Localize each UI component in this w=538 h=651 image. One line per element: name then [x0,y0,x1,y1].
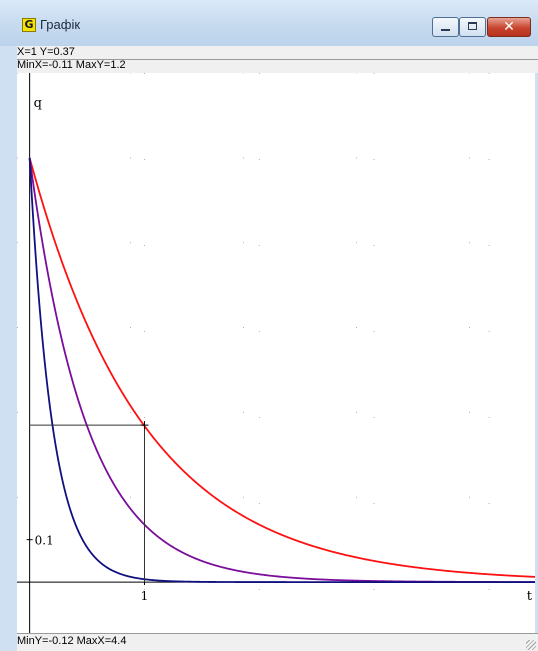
maximize-icon [468,22,477,30]
red-curve [28,157,535,578]
minimize-icon [441,29,450,31]
maximize-button[interactable] [459,17,486,37]
y-axis-label: q [34,96,42,111]
title-bar[interactable]: G Графік ✕ [0,0,538,46]
cursor-readout: X=1 Y=0.37 [17,46,75,58]
close-button[interactable]: ✕ [487,17,531,37]
chart-svg: q t 1 0.1 [17,73,535,633]
y-tick-label: 0.1 [35,534,54,548]
x-axis-label: t [527,589,533,604]
range-bottom-text: MinY=-0.12 MaxX=4.4 [17,635,127,647]
close-icon: ✕ [503,19,515,35]
app-icon: G [22,18,36,32]
minimize-button[interactable] [432,17,459,37]
blue-curve [28,157,535,583]
plot-area[interactable]: q t 1 0.1 [17,73,535,633]
status-divider [17,59,538,60]
range-readout-bottom: MinY=-0.12 MaxX=4.4 [17,633,538,651]
range-readout-top: MinX=-0.11 MaxY=1.2 [17,59,126,71]
resize-grip-icon[interactable] [526,640,536,650]
window-title: Графік [40,17,81,32]
x-tick-label: 1 [141,589,149,603]
purple-curve [28,157,535,583]
